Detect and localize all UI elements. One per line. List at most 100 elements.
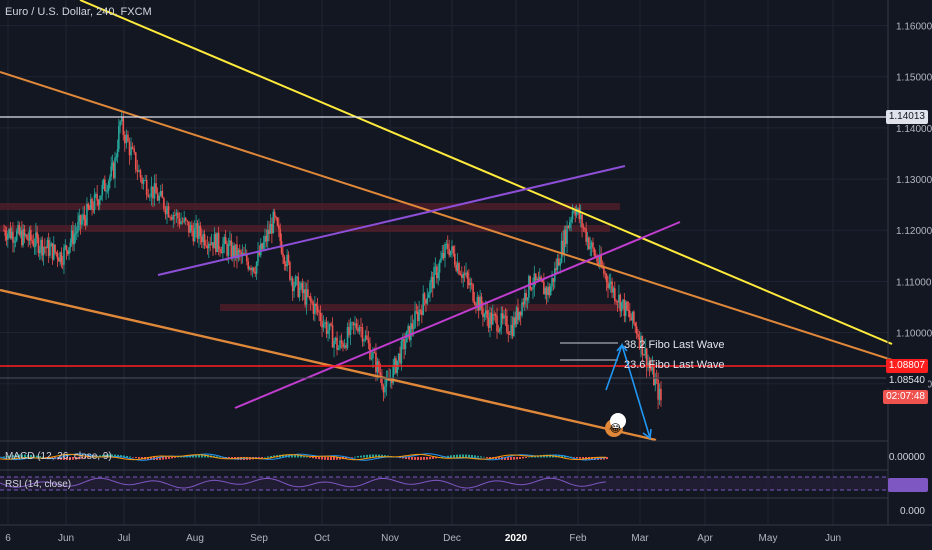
candle-body xyxy=(638,337,641,348)
candle-body xyxy=(631,311,634,321)
candle-body xyxy=(479,296,481,311)
x-tick-label: Mar xyxy=(631,533,649,544)
macd-histogram-bar xyxy=(471,455,473,458)
candle-body xyxy=(574,210,577,216)
candle-body xyxy=(525,292,527,301)
candle-body xyxy=(255,261,258,274)
macd-histogram-bar xyxy=(282,454,284,458)
candle-body xyxy=(251,267,254,271)
macd-histogram-bar xyxy=(447,455,449,458)
candle-body xyxy=(95,194,97,195)
candle-body xyxy=(647,362,649,368)
macd-histogram-bar xyxy=(192,454,194,458)
candle-body xyxy=(418,309,420,322)
candle-body xyxy=(110,166,112,177)
candle-body xyxy=(537,278,540,281)
macd-histogram-bar xyxy=(315,457,317,459)
candle-body xyxy=(582,227,585,229)
candle-body xyxy=(603,267,605,274)
candle-body xyxy=(265,235,268,242)
candle-body xyxy=(607,282,609,289)
macd-histogram-bar xyxy=(135,457,137,459)
candle-body xyxy=(150,186,153,197)
macd-histogram-bar xyxy=(507,457,509,460)
emoji-badge[interactable]: 😂 xyxy=(605,413,626,437)
x-tick-label: Apr xyxy=(697,533,713,544)
candle-body xyxy=(400,340,403,364)
candle-body xyxy=(492,314,494,325)
candle-body xyxy=(597,261,600,265)
candle-body xyxy=(440,258,442,263)
macd-histogram-bar xyxy=(363,455,365,458)
candle-body xyxy=(246,254,248,262)
fibo-projection[interactable] xyxy=(560,342,652,440)
macd-histogram-bar xyxy=(273,455,275,458)
candle-body xyxy=(109,176,111,182)
candle-body xyxy=(138,170,140,172)
candle-body xyxy=(325,322,328,334)
candle-body xyxy=(45,247,47,249)
rsi-line xyxy=(0,477,607,489)
macd-histogram-bar xyxy=(270,455,272,458)
macd-histogram-bar xyxy=(201,454,203,458)
macd-histogram-bar xyxy=(459,454,461,458)
macd-histogram-bar xyxy=(9,455,11,458)
candle-body xyxy=(589,246,592,249)
macd-histogram-bar xyxy=(177,456,179,458)
macd-histogram-bar xyxy=(519,457,521,459)
candle-body xyxy=(3,230,5,232)
candle-body xyxy=(28,229,31,241)
macd-histogram-bar xyxy=(354,456,356,458)
time-axis[interactable]: 6 Jun Jul Aug Sep Oct Nov Dec 2020 Feb Mar Apr May Ju… xyxy=(5,533,841,544)
macd-histogram-bar xyxy=(327,457,329,460)
candle-body xyxy=(14,240,17,242)
candle-body xyxy=(83,214,86,219)
candle-body xyxy=(93,194,96,211)
macd-histogram-bar xyxy=(564,455,566,458)
candle-body xyxy=(585,229,587,242)
candle-body xyxy=(573,210,575,212)
candle-body xyxy=(504,315,507,317)
candle-body xyxy=(33,246,36,247)
candle-body xyxy=(209,243,211,245)
trendlines[interactable] xyxy=(0,0,893,442)
candle-body xyxy=(300,282,302,289)
candle-body xyxy=(393,358,396,366)
rsi-axis-tag xyxy=(888,478,928,492)
candle-body xyxy=(234,244,237,258)
candle-body xyxy=(145,179,148,196)
candle-body xyxy=(220,251,223,254)
candle-body xyxy=(470,283,473,285)
candle-body xyxy=(284,264,287,267)
candle-body xyxy=(191,225,193,231)
candle-body xyxy=(500,313,503,329)
candle-body xyxy=(336,337,338,350)
candle-body xyxy=(114,157,116,179)
macd-histogram-bar xyxy=(291,454,293,458)
candle-body xyxy=(302,289,305,293)
macd-histogram-bar xyxy=(33,455,35,458)
candle-body xyxy=(289,262,291,280)
candle-body xyxy=(629,311,631,318)
candle-body xyxy=(56,253,59,260)
candle-body xyxy=(461,275,463,278)
candle-body xyxy=(86,203,88,226)
candle-body xyxy=(506,315,508,332)
macd-histogram-bar xyxy=(462,454,464,458)
candle-body xyxy=(526,297,529,301)
macd-histogram-bar xyxy=(465,454,467,458)
macd-histogram-bar xyxy=(30,454,32,458)
macd-histogram-bar xyxy=(528,456,530,458)
candle-body xyxy=(611,281,613,293)
macd-histogram-bar xyxy=(420,457,422,460)
candle-body xyxy=(127,134,129,142)
candle-body xyxy=(421,310,423,315)
candle-body xyxy=(15,231,18,241)
candle-body xyxy=(382,386,385,393)
candle-body xyxy=(620,301,623,312)
candle-body xyxy=(203,234,206,246)
candle-body xyxy=(193,227,196,242)
candle-body xyxy=(10,231,13,238)
macd-histogram-bar xyxy=(480,456,482,458)
